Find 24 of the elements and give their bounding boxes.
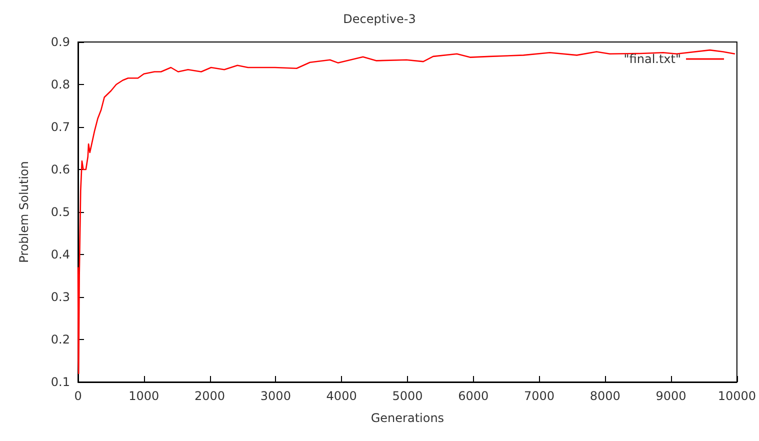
y-tick-label: 0.5	[50, 205, 70, 219]
x-tick-label: 8000	[590, 389, 620, 403]
x-tick-label: 9000	[656, 389, 686, 403]
x-tick-label: 4000	[326, 389, 357, 403]
y-tick-label: 0.1	[50, 375, 70, 389]
y-tick-label: 0.9	[50, 35, 70, 49]
chart-title: Deceptive-3	[343, 12, 416, 26]
legend-label: "final.txt"	[624, 52, 681, 66]
y-tick-label: 0.3	[50, 290, 70, 304]
x-tick-label: 3000	[260, 389, 291, 403]
x-tick-label: 5000	[392, 389, 423, 403]
x-axis-title: Generations	[370, 411, 444, 425]
x-tick-label: 1000	[128, 389, 160, 403]
y-tick-label: 0.8	[50, 78, 70, 92]
y-tick-label: 0.2	[50, 332, 70, 346]
y-tick-label: 0.4	[50, 248, 70, 262]
x-tick-label: 10000	[718, 389, 756, 403]
y-axis-title: Problem Solution	[17, 161, 31, 263]
x-tick-label: 6000	[458, 389, 489, 403]
y-tick-label: 0.7	[50, 120, 70, 134]
y-tick-label: 0.6	[50, 162, 70, 176]
x-tick-label: 2000	[194, 389, 226, 403]
x-tick-label: 7000	[524, 389, 555, 403]
x-tick-label: 0	[74, 389, 82, 403]
